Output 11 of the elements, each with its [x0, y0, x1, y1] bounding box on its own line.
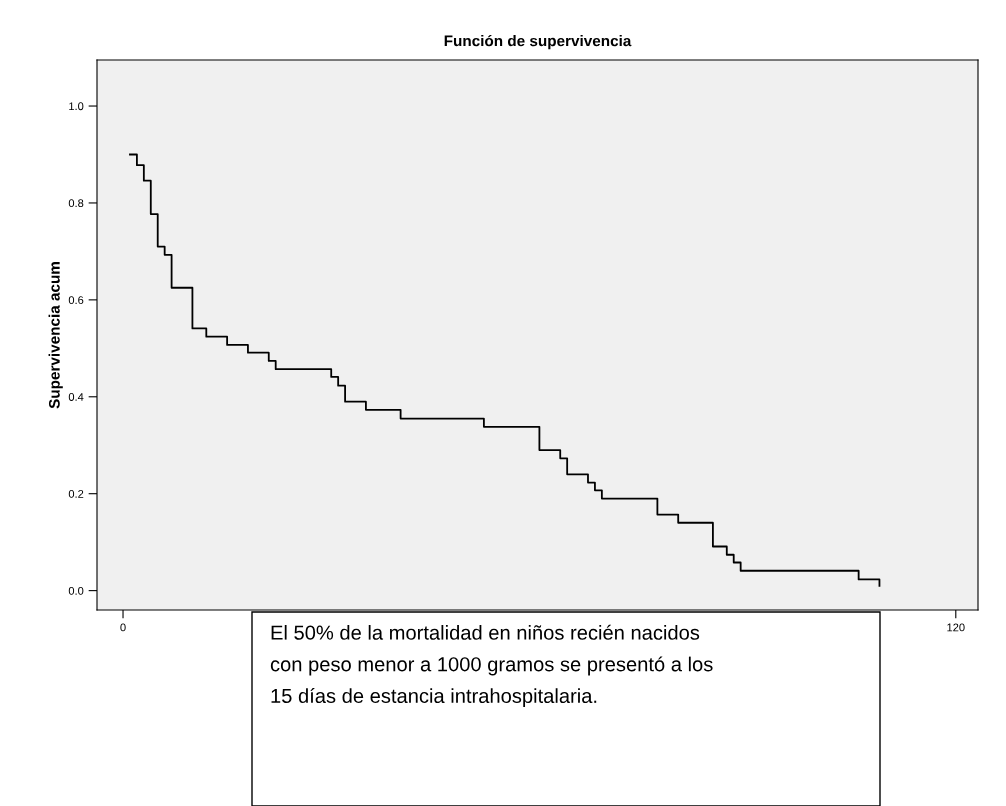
chart-title: Función de supervivencia — [444, 34, 632, 50]
y-axis-title: Supervivencia acum — [48, 262, 63, 409]
y-tick-label: 0.6 — [68, 296, 84, 304]
y-tick-label: 0.8 — [68, 199, 84, 208]
text: El 50% de la mortalidad en niños recién nacidos con peso menor a 1000 gramos se presentó a los 15 días de estancia intrahospitalaria. — [270, 624, 713, 707]
y-tick-label: 0.2 — [68, 489, 84, 498]
x-tick-label: 120 — [947, 623, 965, 632]
x-tick-label: 0 — [120, 623, 126, 632]
y-tick-label: 0.0 — [68, 586, 84, 595]
y-tick-label: 1.0 — [69, 102, 84, 111]
y-tick-label: 0.4 — [68, 393, 84, 401]
